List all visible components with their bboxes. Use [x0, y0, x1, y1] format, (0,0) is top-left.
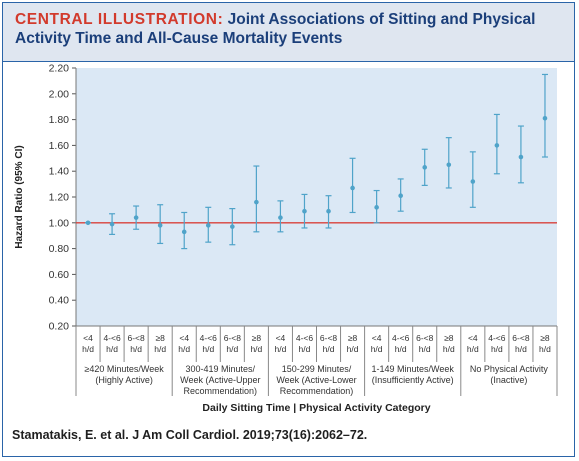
sitting-time-unit: h/d: [491, 344, 503, 354]
hazard-ratio-point: [494, 143, 500, 148]
activity-category-label: (Highly Active): [95, 375, 153, 385]
hazard-ratio-point: [470, 179, 476, 184]
sitting-time-label: 6-<8: [128, 333, 146, 343]
hazard-ratio-point: [398, 193, 403, 199]
sitting-time-unit: h/d: [226, 344, 238, 354]
sitting-time-unit: h/d: [299, 344, 311, 354]
activity-category-label: ≥420 Minutes/Week: [84, 364, 164, 374]
y-tick-label: 0.60: [49, 269, 70, 281]
sitting-time-unit: h/d: [347, 344, 359, 354]
sitting-time-label: 6-<8: [224, 333, 242, 343]
sitting-time-label: 6-<8: [512, 333, 530, 343]
hazard-ratio-point: [518, 154, 524, 160]
sitting-time-unit: h/d: [323, 344, 335, 354]
sitting-time-label: 4-<6: [392, 333, 410, 343]
activity-category-label: Week (Active-Upper: [180, 375, 260, 385]
hazard-ratio-point: [446, 162, 452, 168]
hazard-ratio-point: [254, 199, 259, 205]
activity-category-label: 150-299 Minutes/: [282, 364, 352, 374]
sitting-time-unit: h/d: [154, 344, 166, 354]
sitting-time-label: 4-<6: [296, 333, 314, 343]
sitting-time-label: ≥8: [540, 333, 550, 343]
y-tick-label: 2.00: [49, 88, 70, 100]
hazard-ratio-point: [278, 215, 283, 220]
hazard-ratio-point: [302, 208, 307, 214]
sitting-time-unit: h/d: [250, 344, 262, 354]
hazard-ratio-point: [205, 223, 211, 228]
sitting-time-label: <4: [468, 333, 478, 343]
sitting-time-label: <4: [276, 333, 286, 343]
y-tick-label: 0.40: [49, 295, 70, 307]
hazard-ratio-point: [133, 215, 139, 220]
y-tick-label: 1.80: [49, 114, 70, 126]
y-tick-label: 0.80: [49, 243, 70, 255]
sitting-time-unit: h/d: [130, 344, 142, 354]
hazard-ratio-point: [157, 223, 163, 228]
sitting-time-label: <4: [83, 333, 93, 343]
sitting-time-unit: h/d: [275, 344, 287, 354]
sitting-time-unit: h/d: [82, 344, 94, 354]
y-tick-label: 2.20: [49, 63, 70, 75]
hazard-ratio-point: [230, 224, 235, 229]
sitting-time-label: <4: [179, 333, 189, 343]
title-text: Joint Associations of Sitting and Physic…: [15, 11, 536, 47]
sitting-time-unit: h/d: [419, 344, 431, 354]
hazard-ratio-point: [422, 165, 428, 170]
sitting-time-label: 4-<6: [103, 333, 121, 343]
activity-category-label: Recommendation): [184, 386, 258, 396]
activity-category-label: No Physical Activity: [470, 364, 549, 374]
y-tick-label: 1.40: [49, 166, 70, 178]
hazard-ratio-point: [350, 185, 355, 191]
y-tick-label: 0.20: [49, 321, 70, 333]
sitting-time-label: 4-<6: [200, 333, 218, 343]
sitting-time-label: 6-<8: [320, 333, 338, 343]
activity-category-label: 300-419 Minutes/: [186, 364, 256, 374]
y-axis-title: Hazard Ratio (95% CI): [14, 145, 25, 248]
hazard-ratio-point: [374, 205, 379, 210]
header-banner: CENTRAL ILLUSTRATION: Joint Associations…: [3, 3, 574, 62]
activity-category-label: Recommendation): [280, 386, 354, 396]
y-tick-label: 1.00: [49, 217, 70, 229]
sitting-time-unit: h/d: [178, 344, 190, 354]
activity-category-label: (Insufficiently Active): [372, 375, 454, 385]
illustration-title: CENTRAL ILLUSTRATION: Joint Associations…: [15, 10, 565, 48]
sitting-time-unit: h/d: [539, 344, 551, 354]
y-tick-label: 1.20: [49, 192, 70, 204]
hazard-ratio-point: [181, 229, 187, 235]
sitting-time-label: <4: [372, 333, 382, 343]
sitting-time-label: ≥8: [155, 333, 165, 343]
citation: Stamatakis, E. et al. J Am Coll Cardiol.…: [12, 428, 368, 442]
sitting-time-unit: h/d: [202, 344, 214, 354]
activity-category-label: (Inactive): [490, 375, 527, 385]
hazard-ratio-point: [85, 220, 91, 226]
sitting-time-label: 4-<6: [488, 333, 506, 343]
sitting-time-label: 6-<8: [416, 333, 434, 343]
sitting-time-unit: h/d: [106, 344, 118, 354]
hazard-ratio-point: [326, 208, 331, 214]
central-illustration-label: CENTRAL ILLUSTRATION:: [15, 11, 224, 28]
sitting-time-unit: h/d: [443, 344, 455, 354]
hazard-ratio-point: [542, 116, 548, 121]
y-tick-label: 1.60: [49, 140, 70, 152]
plot-background: [76, 68, 557, 326]
sitting-time-label: ≥8: [252, 333, 262, 343]
x-axis-title: Daily Sitting Time | Physical Activity C…: [202, 402, 430, 414]
sitting-time-unit: h/d: [515, 344, 527, 354]
activity-category-label: Week (Active-Lower: [276, 375, 356, 385]
hazard-ratio-point: [109, 221, 115, 227]
sitting-time-unit: h/d: [371, 344, 383, 354]
sitting-time-unit: h/d: [395, 344, 407, 354]
sitting-time-label: ≥8: [348, 333, 358, 343]
sitting-time-unit: h/d: [467, 344, 479, 354]
activity-category-label: 1-149 Minutes/Week: [372, 364, 455, 374]
sitting-time-label: ≥8: [444, 333, 454, 343]
